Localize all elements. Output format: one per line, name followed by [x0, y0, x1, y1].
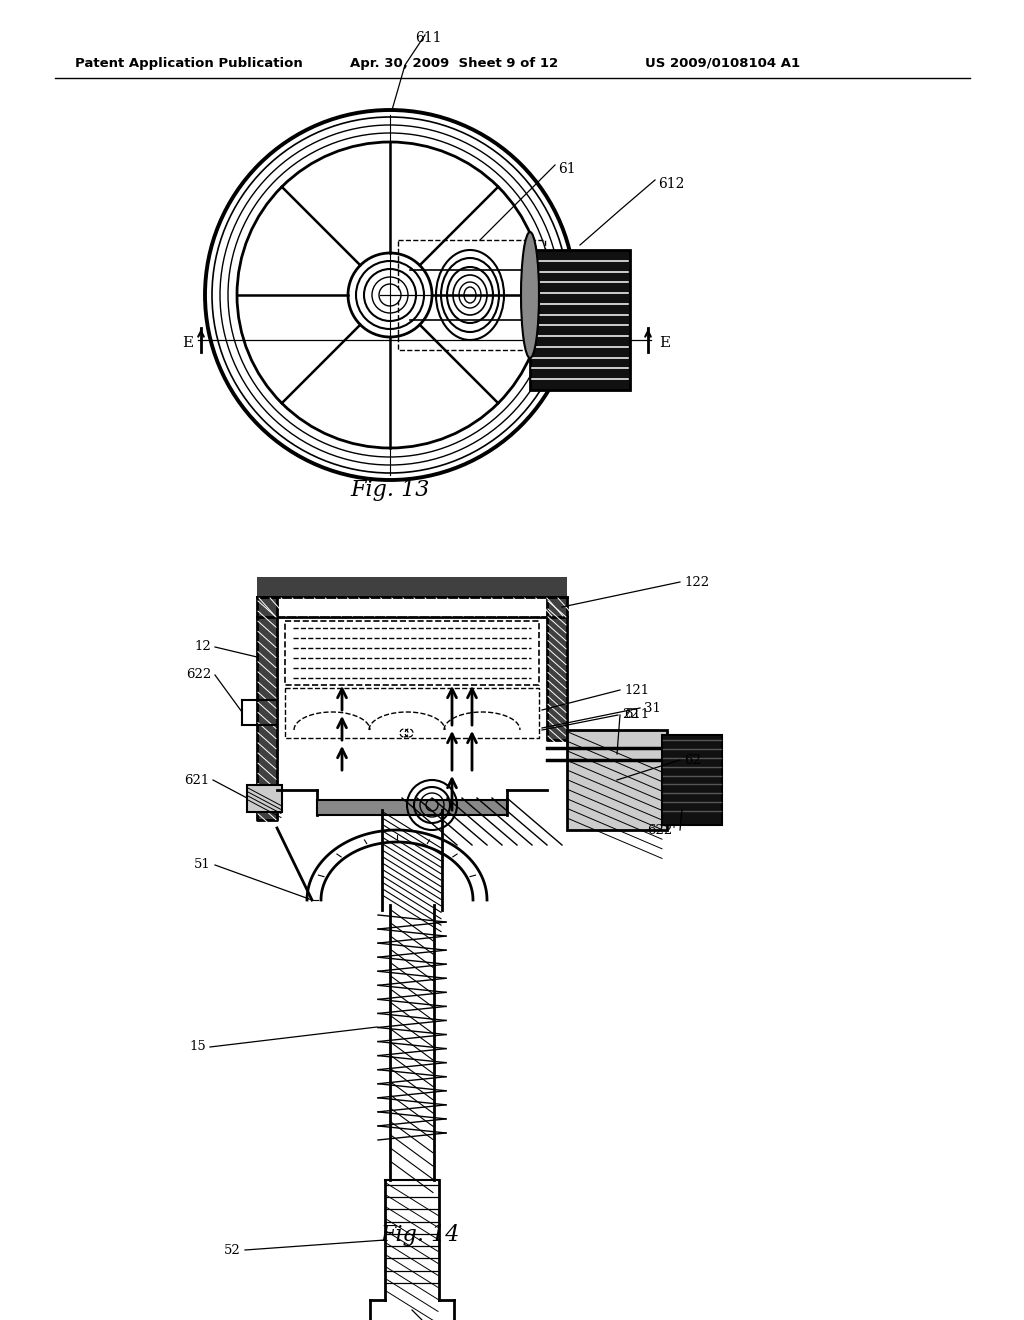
FancyBboxPatch shape [662, 735, 722, 825]
Text: Fig. 13: Fig. 13 [350, 479, 430, 502]
Text: 611: 611 [415, 30, 441, 45]
FancyBboxPatch shape [567, 730, 667, 830]
Text: 31: 31 [644, 701, 660, 714]
Text: Patent Application Publication: Patent Application Publication [75, 57, 303, 70]
Text: 61: 61 [558, 162, 575, 176]
Text: 621: 621 [183, 774, 209, 787]
Text: 611: 611 [624, 709, 649, 722]
FancyBboxPatch shape [278, 616, 547, 820]
Text: 12: 12 [195, 640, 211, 653]
Text: 52: 52 [224, 1243, 241, 1257]
Text: 121: 121 [624, 684, 649, 697]
FancyBboxPatch shape [257, 577, 567, 597]
Text: 122: 122 [684, 576, 710, 589]
FancyBboxPatch shape [530, 249, 630, 389]
Text: 51: 51 [195, 858, 211, 871]
Text: 22: 22 [622, 709, 639, 722]
Text: US 2009/0108104 A1: US 2009/0108104 A1 [645, 57, 800, 70]
Circle shape [380, 285, 400, 305]
Text: 15: 15 [189, 1040, 206, 1053]
Text: Fig. 14: Fig. 14 [380, 1224, 460, 1246]
FancyBboxPatch shape [317, 800, 507, 814]
Circle shape [238, 143, 542, 447]
Text: Apr. 30, 2009  Sheet 9 of 12: Apr. 30, 2009 Sheet 9 of 12 [350, 57, 558, 70]
Text: 62: 62 [684, 754, 700, 767]
Ellipse shape [521, 232, 539, 358]
Text: 612: 612 [658, 177, 684, 191]
Text: E: E [659, 337, 670, 350]
Text: 622: 622 [185, 668, 211, 681]
Text: E: E [182, 337, 193, 350]
Text: 622': 622' [647, 824, 676, 837]
FancyBboxPatch shape [257, 597, 278, 820]
FancyBboxPatch shape [247, 785, 282, 812]
FancyBboxPatch shape [547, 597, 567, 741]
